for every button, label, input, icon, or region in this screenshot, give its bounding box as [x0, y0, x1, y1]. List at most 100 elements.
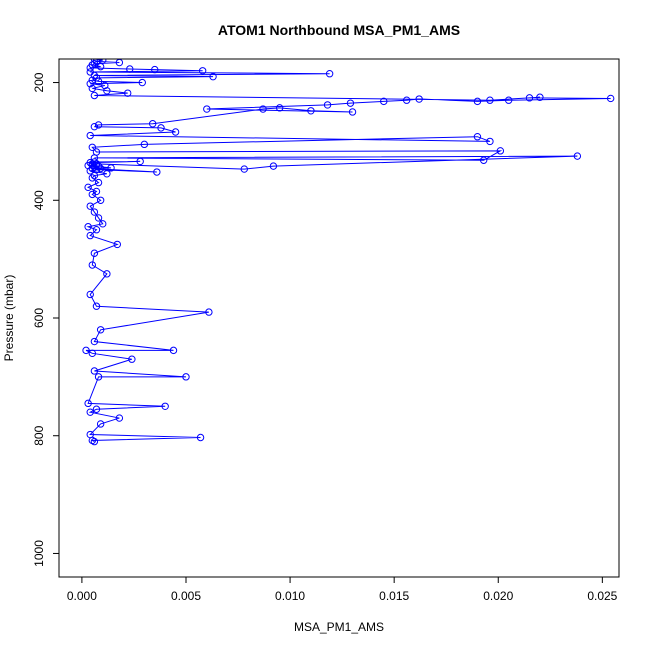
y-axis-ticks: 200 400 600 800 1000	[32, 72, 59, 567]
data-point	[88, 143, 97, 152]
data-point	[101, 81, 109, 90]
data-point	[84, 183, 92, 192]
y-tick-label: 1000	[32, 540, 46, 567]
data-point	[323, 101, 332, 109]
x-tick-label: 0.005	[171, 589, 201, 603]
x-tick-label: 0.010	[275, 589, 305, 603]
data-point	[486, 137, 494, 146]
x-tick-label: 0.000	[67, 589, 97, 603]
data-point	[88, 261, 97, 269]
data-point	[205, 308, 213, 316]
series-layer	[82, 59, 615, 446]
data-point	[94, 214, 103, 222]
data-point	[88, 174, 97, 182]
data-point	[346, 99, 355, 107]
data-point	[96, 164, 105, 173]
data-point	[99, 59, 107, 64]
data-point	[136, 157, 144, 166]
data-point	[380, 97, 388, 106]
data-point	[151, 65, 159, 74]
data-point	[88, 76, 97, 84]
x-tick-label: 0.025	[587, 589, 617, 603]
data-point	[606, 94, 615, 103]
data-point	[209, 72, 217, 81]
data-point	[153, 168, 161, 176]
data-point	[115, 414, 124, 422]
data-point	[171, 128, 180, 136]
data-point	[99, 220, 107, 228]
data-point	[402, 96, 411, 104]
data-point	[473, 97, 482, 106]
data-point	[128, 355, 136, 363]
data-point	[504, 96, 513, 104]
data-point	[86, 68, 94, 76]
data-point	[90, 60, 99, 68]
data-point	[86, 80, 94, 88]
data-point	[157, 124, 165, 132]
data-point	[203, 105, 211, 113]
data-point	[198, 67, 207, 75]
data-point	[196, 433, 205, 442]
data-point	[103, 270, 111, 278]
data-point	[86, 408, 94, 416]
data-point	[90, 208, 99, 216]
data-point	[90, 367, 99, 375]
data-point	[573, 152, 582, 160]
x-axis-ticks: 0.000 0.005 0.010 0.015 0.020 0.025	[67, 577, 618, 603]
data-point	[96, 196, 105, 204]
data-point	[86, 430, 94, 439]
data-point	[161, 402, 169, 410]
data-point	[169, 346, 178, 355]
data-point	[82, 346, 90, 355]
data-point	[496, 147, 505, 155]
data-point	[90, 249, 99, 257]
data-point	[107, 164, 115, 172]
data-point	[124, 89, 132, 97]
data-point	[103, 170, 111, 178]
data-point	[473, 133, 482, 141]
data-point	[259, 105, 267, 113]
data-point	[86, 131, 94, 140]
y-axis-label: Pressure (mbar)	[2, 275, 16, 362]
data-point	[86, 290, 94, 299]
data-point	[138, 78, 146, 87]
chart-title: ATOM1 Northbound MSA_PM1_AMS	[218, 22, 460, 38]
data-point	[88, 84, 97, 93]
y-tick-label: 200	[32, 72, 46, 92]
data-point	[94, 373, 103, 381]
y-tick-label: 400	[32, 190, 46, 210]
data-point	[92, 148, 101, 156]
data-point	[90, 337, 99, 346]
data-point	[148, 120, 157, 128]
data-point	[325, 70, 334, 78]
data-point	[96, 420, 105, 428]
plot-frame	[58, 58, 620, 578]
data-point	[275, 104, 284, 112]
data-point	[92, 187, 101, 196]
data-point	[307, 107, 315, 115]
data-point	[90, 91, 99, 100]
data-point	[86, 231, 94, 240]
data-point	[348, 108, 357, 116]
data-point	[96, 326, 105, 334]
data-point	[94, 121, 103, 129]
data-point	[92, 226, 101, 234]
x-tick-label: 0.020	[483, 589, 513, 603]
x-tick-label: 0.015	[379, 589, 409, 603]
data-point	[479, 156, 488, 164]
data-point	[92, 405, 101, 413]
data-point	[140, 140, 149, 149]
data-point	[415, 95, 423, 103]
data-point	[96, 62, 105, 71]
data-point	[525, 94, 534, 102]
data-point	[536, 93, 544, 101]
y-tick-label: 600	[32, 308, 46, 328]
data-point	[126, 65, 134, 73]
data-point	[90, 59, 99, 63]
data-point	[92, 74, 101, 82]
x-axis-label: MSA_PM1_AMS	[294, 620, 384, 634]
data-point	[113, 240, 121, 249]
data-point	[84, 399, 92, 408]
